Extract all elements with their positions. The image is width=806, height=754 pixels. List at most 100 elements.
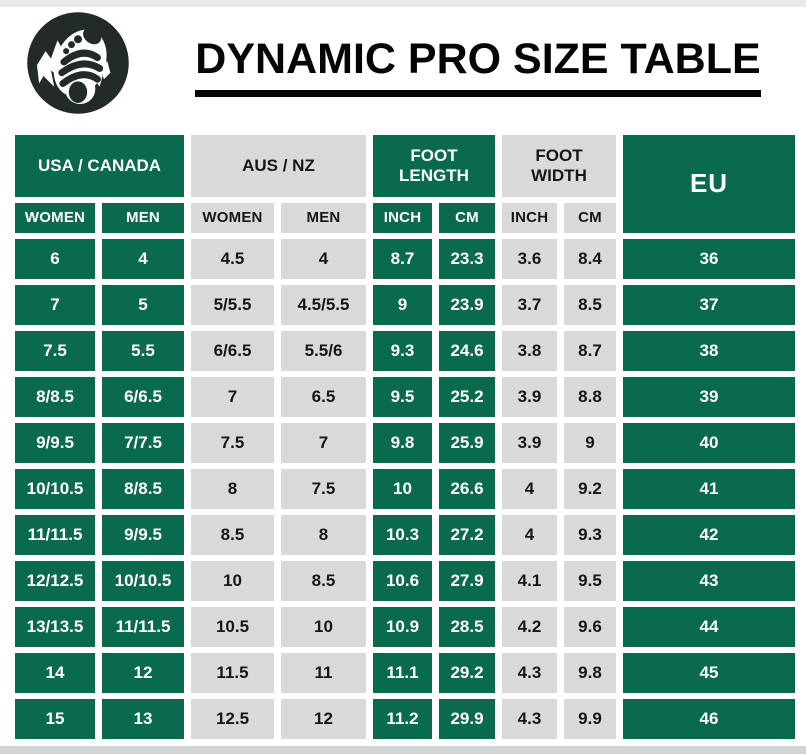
column-header-cm-8: CM — [564, 203, 616, 233]
footprint-mountain-icon — [27, 12, 129, 114]
column-header-men-2: MEN — [102, 203, 184, 233]
size-cell: 10 — [281, 607, 366, 647]
size-cell: 27.2 — [439, 515, 495, 555]
size-cell: 7.5 — [191, 423, 274, 463]
size-cell: 6 — [15, 239, 95, 279]
size-cell: 9.3 — [373, 331, 432, 371]
size-cell: 9.2 — [564, 469, 616, 509]
bottom-edge-strip — [0, 746, 806, 754]
size-cell: 14 — [15, 653, 95, 693]
size-cell: 4.2 — [502, 607, 557, 647]
size-cell: 26.6 — [439, 469, 495, 509]
size-cell: 5.5 — [102, 331, 184, 371]
size-cell: 4 — [102, 239, 184, 279]
header: DYNAMIC PRO SIZE TABLE — [0, 7, 806, 133]
size-cell: 41 — [623, 469, 795, 509]
size-table: USA / CANADA AUS / NZ FOOT LENGTH FOOT WIDT… — [15, 135, 795, 739]
size-cell: 29.2 — [439, 653, 495, 693]
size-cell: 28.5 — [439, 607, 495, 647]
size-cell: 4.1 — [502, 561, 557, 601]
size-cell: 10 — [373, 469, 432, 509]
size-cell: 8.5 — [281, 561, 366, 601]
size-cell: 4 — [502, 469, 557, 509]
size-cell: 11 — [281, 653, 366, 693]
size-cell: 7/7.5 — [102, 423, 184, 463]
size-cell: 3.9 — [502, 423, 557, 463]
size-cell: 8/8.5 — [102, 469, 184, 509]
size-cell: 9.6 — [564, 607, 616, 647]
size-cell: 9/9.5 — [102, 515, 184, 555]
size-cell: 10.6 — [373, 561, 432, 601]
size-cell: 3.8 — [502, 331, 557, 371]
size-cell: 9.3 — [564, 515, 616, 555]
size-cell: 39 — [623, 377, 795, 417]
size-cell: 7 — [15, 285, 95, 325]
size-cell: 5 — [102, 285, 184, 325]
group-header-aus-nz: AUS / NZ — [191, 135, 366, 197]
size-cell: 9.5 — [564, 561, 616, 601]
size-cell: 8/8.5 — [15, 377, 95, 417]
size-cell: 8 — [281, 515, 366, 555]
size-cell: 10/10.5 — [102, 561, 184, 601]
column-header-women-3: WOMEN — [191, 203, 274, 233]
size-cell: 9.5 — [373, 377, 432, 417]
group-header-usa-canada: USA / CANADA — [15, 135, 184, 197]
size-cell: 9.8 — [373, 423, 432, 463]
title-wrap: DYNAMIC PRO SIZE TABLE — [158, 7, 798, 125]
size-cell: 44 — [623, 607, 795, 647]
size-cell: 46 — [623, 699, 795, 739]
size-cell: 7.5 — [15, 331, 95, 371]
size-cell: 25.9 — [439, 423, 495, 463]
size-cell: 8.5 — [564, 285, 616, 325]
size-cell: 10.3 — [373, 515, 432, 555]
size-cell: 11.1 — [373, 653, 432, 693]
size-cell: 10/10.5 — [15, 469, 95, 509]
size-cell: 4.3 — [502, 653, 557, 693]
size-cell: 4.5/5.5 — [281, 285, 366, 325]
size-cell: 7.5 — [281, 469, 366, 509]
column-header-inch-5: INCH — [373, 203, 432, 233]
size-cell: 10.9 — [373, 607, 432, 647]
size-cell: 45 — [623, 653, 795, 693]
size-cell: 13/13.5 — [15, 607, 95, 647]
size-cell: 11/11.5 — [15, 515, 95, 555]
size-cell: 10.5 — [191, 607, 274, 647]
size-cell: 6/6.5 — [102, 377, 184, 417]
size-cell: 7 — [281, 423, 366, 463]
column-header-inch-7: INCH — [502, 203, 557, 233]
size-cell: 37 — [623, 285, 795, 325]
size-cell: 36 — [623, 239, 795, 279]
size-cell: 4.5 — [191, 239, 274, 279]
column-header-women-1: WOMEN — [15, 203, 95, 233]
size-cell: 24.6 — [439, 331, 495, 371]
size-cell: 11.5 — [191, 653, 274, 693]
size-cell: 9.9 — [564, 699, 616, 739]
group-header-foot-width: FOOT WIDTH — [502, 135, 616, 197]
brand-logo — [24, 9, 132, 117]
size-cell: 12 — [281, 699, 366, 739]
group-header-foot-length: FOOT LENGTH — [373, 135, 495, 197]
size-cell: 11.2 — [373, 699, 432, 739]
size-cell: 42 — [623, 515, 795, 555]
size-cell: 12 — [102, 653, 184, 693]
size-cell: 10 — [191, 561, 274, 601]
size-cell: 23.9 — [439, 285, 495, 325]
top-edge-strip — [0, 0, 806, 7]
size-cell: 25.2 — [439, 377, 495, 417]
size-cell: 23.3 — [439, 239, 495, 279]
size-cell: 13 — [102, 699, 184, 739]
size-cell: 43 — [623, 561, 795, 601]
size-cell: 15 — [15, 699, 95, 739]
size-cell: 12.5 — [191, 699, 274, 739]
size-cell: 11/11.5 — [102, 607, 184, 647]
size-cell: 8.7 — [564, 331, 616, 371]
column-header-men-4: MEN — [281, 203, 366, 233]
size-cell: 8 — [191, 469, 274, 509]
size-cell: 27.9 — [439, 561, 495, 601]
size-cell: 8.8 — [564, 377, 616, 417]
size-cell: 5.5/6 — [281, 331, 366, 371]
size-cell: 9/9.5 — [15, 423, 95, 463]
size-cell: 9 — [564, 423, 616, 463]
size-cell: 9 — [373, 285, 432, 325]
size-cell: 8.4 — [564, 239, 616, 279]
